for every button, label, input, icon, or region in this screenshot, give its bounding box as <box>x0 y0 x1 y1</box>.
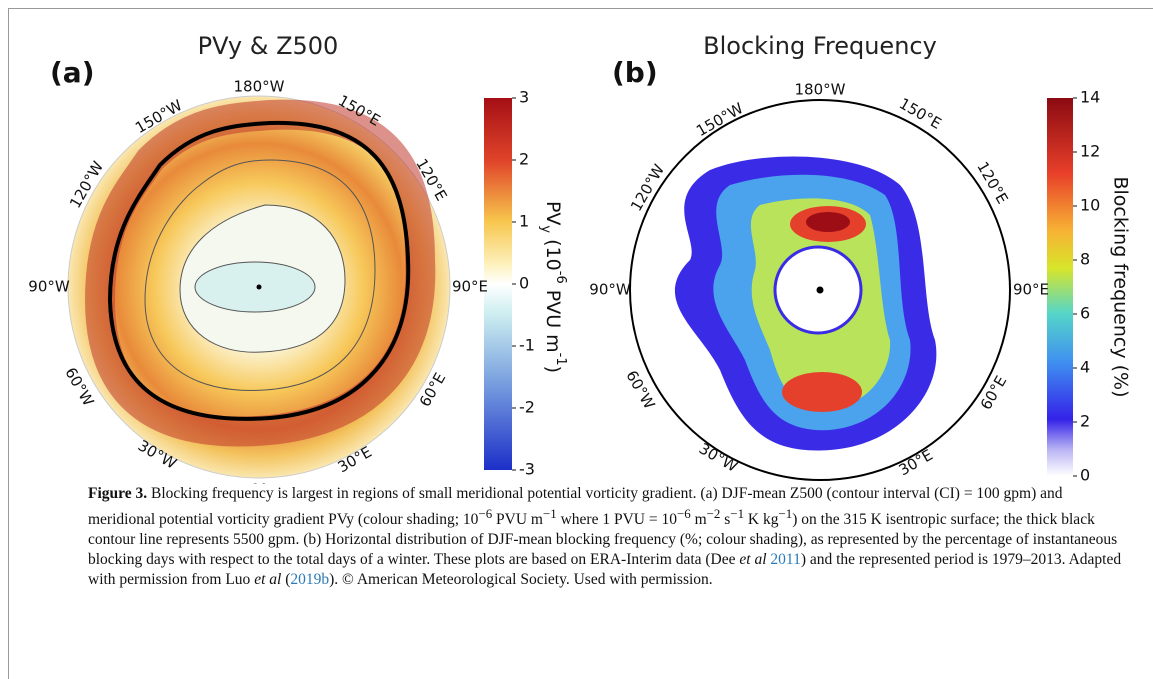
caption-label: Figure 3. <box>88 485 148 502</box>
label-part: PV <box>543 201 565 225</box>
colorbar <box>484 98 512 470</box>
colorbar-tick-label: 2 <box>519 150 529 169</box>
colorbar-tick-label: 8 <box>1080 250 1090 269</box>
panel-label: (a) <box>50 56 95 89</box>
longitude-label: 90°E <box>452 278 488 296</box>
colorbar-tick-label: 2 <box>1080 412 1090 431</box>
longitude-label: 90°E <box>1013 281 1049 299</box>
contour-5500 <box>107 120 411 421</box>
longitude-label: 90°W <box>589 281 631 299</box>
caption-sup: −2 <box>706 506 721 521</box>
longitude-label: 180°W <box>234 78 285 96</box>
caption-sup: −6 <box>676 506 691 521</box>
label-part: PVU m <box>543 284 565 353</box>
caption-sup: −1 <box>778 506 793 521</box>
caption-italic: et al <box>254 571 282 589</box>
label-part: ) <box>543 366 565 373</box>
caption-text: ) on the 315 K isentropic surface; the t… <box>88 511 1118 569</box>
caption-text: ( <box>281 571 291 589</box>
caption: Figure 3. Blocking frequency is largest … <box>88 484 1128 590</box>
colorbar-tick-label: 12 <box>1080 142 1100 161</box>
colorbar-tick-label: 4 <box>1080 358 1090 377</box>
longitude-label: 0° <box>250 481 267 485</box>
colorbar-tick-label: 3 <box>519 88 529 107</box>
colorbar-tick-label: -2 <box>519 398 535 417</box>
label-part: y <box>538 225 553 233</box>
caption-text: ) and the represented period is 1979–201… <box>88 551 1122 589</box>
colorbar-tick-label: 1 <box>519 212 529 231</box>
caption-sup: −1 <box>730 506 745 521</box>
caption-sup: −6 <box>478 506 493 521</box>
shading-band <box>84 99 436 447</box>
longitude-label: 180°W <box>795 81 846 99</box>
caption-text: ). © American Meteorological Society. Us… <box>329 571 713 589</box>
caption-text: s <box>720 511 731 529</box>
colorbar-tick-label: 0 <box>1080 466 1090 485</box>
figure-frame <box>8 8 1153 679</box>
blocking-max <box>806 212 850 232</box>
caption-text: m <box>690 511 707 529</box>
colorbar-tick-label: 6 <box>1080 304 1090 323</box>
caption-text: where 1 PVU = 10 <box>556 511 677 529</box>
contour <box>194 261 316 313</box>
colorbar-label: PVy (10-6 PVU m-1) <box>538 201 568 373</box>
colorbar-tick-label: 0 <box>519 274 529 293</box>
longitude-label: 90°W <box>28 278 70 296</box>
colorbar-tick-label: 14 <box>1080 88 1100 107</box>
contour <box>144 159 376 391</box>
pole <box>256 284 262 290</box>
colorbar-tick-label: -3 <box>519 460 535 479</box>
colorbar <box>1047 98 1073 476</box>
caption-italic: et al <box>739 551 767 569</box>
caption-text: K kg <box>744 511 779 529</box>
label-part: -6 <box>553 271 568 284</box>
figure: (a) PVy & Z500 PVy (10-6 PVU m-1) (b) Bl… <box>28 32 1132 485</box>
caption-text: PVU m <box>492 511 543 529</box>
panel-title: PVy & Z500 <box>198 32 339 60</box>
caption-text: Blocking frequency is largest in regions… <box>88 485 1063 529</box>
panel-title: Blocking Frequency <box>703 32 937 60</box>
colorbar-tick-label: 10 <box>1080 196 1100 215</box>
pole <box>816 286 824 294</box>
label-part: -1 <box>553 353 568 366</box>
label-part: (10 <box>543 233 565 271</box>
citation-link[interactable]: 2011 <box>770 551 801 569</box>
longitude-label: 0° <box>811 484 828 485</box>
colorbar-label: Blocking frequency (%) <box>1110 176 1132 397</box>
citation-link[interactable]: 2019b <box>290 571 330 589</box>
colorbar-tick-label: -1 <box>519 336 535 355</box>
blocking-max <box>782 372 862 412</box>
panel-label: (b) <box>612 56 658 89</box>
caption-sup: −1 <box>543 506 557 521</box>
